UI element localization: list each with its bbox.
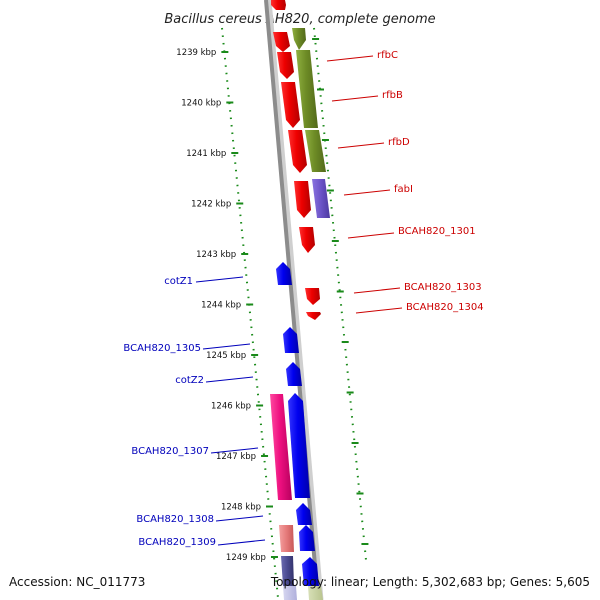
ticks-group: 1239 kbp 1240 kbp 1241 kbp 1242 kbp 1243 kbp… <box>176 38 369 563</box>
gene-arrow-red-7[interactable] <box>299 227 315 253</box>
label-line-cotZ1 <box>195 276 244 283</box>
label-line-BCAH820_1304 <box>355 307 403 314</box>
label-line-BCAH820_1301 <box>347 232 395 239</box>
gene-label-BCAH820_1307[interactable]: BCAH820_1307 <box>131 446 209 457</box>
genes-group <box>270 0 330 600</box>
gene-arrow-red-1[interactable] <box>271 0 286 10</box>
gene-arrow-red-6[interactable] <box>294 181 311 218</box>
gene-arrow-olive-1[interactable] <box>296 50 318 128</box>
gene-arrow-red-2[interactable] <box>273 32 290 52</box>
label-line-BCAH820_1308 <box>215 515 264 522</box>
gene-label-rfbB[interactable]: rfbB <box>382 90 403 101</box>
gene-arrow-navy[interactable] <box>281 556 294 586</box>
left-dotted-scale-line <box>221 27 279 599</box>
label-line-BCAH820_1305 <box>202 343 251 350</box>
gene-arrow-red-4[interactable] <box>281 82 300 128</box>
gene-arrow-red-8[interactable] <box>305 288 320 305</box>
map-title: Bacillus cereus AH820, complete genome <box>164 12 435 27</box>
gene-arrow-olive-2[interactable] <box>305 130 326 172</box>
tick-label: 1245 kbp <box>206 351 246 361</box>
tick-label: 1249 kbp <box>226 553 266 563</box>
gene-label-BCAH820_1301[interactable]: BCAH820_1301 <box>398 226 476 237</box>
label-line-rfbC <box>326 55 374 62</box>
gene-arrow-blue-3[interactable] <box>286 362 302 386</box>
gene-label-BCAH820_1309[interactable]: BCAH820_1309 <box>138 537 216 548</box>
gene-label-cotZ2[interactable]: cotZ2 <box>175 375 204 386</box>
gene-arrow-blue-6[interactable] <box>299 525 315 551</box>
dotted-scale-lines <box>221 27 367 599</box>
tick-label: 1243 kbp <box>196 250 236 260</box>
gene-label-lines <box>195 55 403 546</box>
gene-label-fabI[interactable]: fabI <box>394 184 413 195</box>
tick-label: 1244 kbp <box>201 301 241 311</box>
right-dotted-scale-line <box>313 27 367 561</box>
gene-arrow-blue-1[interactable] <box>276 262 292 285</box>
gene-arrow-red-5[interactable] <box>288 130 307 173</box>
gene-label-rfbC[interactable]: rfbC <box>377 50 398 61</box>
gene-label-BCAH820_1304[interactable]: BCAH820_1304 <box>406 302 484 313</box>
gene-arrow-blue-5[interactable] <box>296 503 312 525</box>
tick-label: 1239 kbp <box>176 48 216 58</box>
gene-arrow-purple-1[interactable] <box>312 179 330 218</box>
genome-summary-text: Topology: linear; Length: 5,302,683 bp; … <box>270 575 590 589</box>
tick-label: 1247 kbp <box>216 452 256 462</box>
label-line-BCAH820_1303 <box>353 287 401 294</box>
gene-arrow-salmon[interactable] <box>279 525 294 552</box>
tick-label: 1241 kbp <box>186 149 226 159</box>
backbone <box>264 0 324 600</box>
gene-labels: rfbC rfbB rfbD fabI BCAH820_1301 BCAH820… <box>123 50 483 548</box>
gene-label-BCAH820_1305[interactable]: BCAH820_1305 <box>123 343 201 354</box>
accession-text: Accession: NC_011773 <box>9 575 145 589</box>
gene-arrow-red-9[interactable] <box>306 312 321 320</box>
gene-label-rfbD[interactable]: rfbD <box>388 137 410 148</box>
gene-arrow-pale-lavender[interactable] <box>283 586 297 600</box>
gene-label-BCAH820_1308[interactable]: BCAH820_1308 <box>136 514 214 525</box>
gene-arrow-blue-2[interactable] <box>283 327 299 353</box>
gene-arrow-blue-7[interactable] <box>302 557 319 586</box>
tick-label: 1248 kbp <box>221 503 261 513</box>
tick-label: 1246 kbp <box>211 402 251 412</box>
label-line-rfbD <box>337 142 385 149</box>
gene-arrow-blue-4[interactable] <box>288 393 310 498</box>
label-line-fabI <box>343 189 391 196</box>
gene-arrow-pale-olive[interactable] <box>308 586 323 600</box>
backbone-line <box>264 0 320 600</box>
label-line-BCAH820_1307 <box>210 447 259 454</box>
label-line-BCAH820_1309 <box>217 539 266 546</box>
label-line-rfbB <box>331 95 379 102</box>
gene-arrow-red-3[interactable] <box>277 52 294 79</box>
tick-label: 1242 kbp <box>191 200 231 210</box>
gene-arrow-olive-0[interactable] <box>292 28 306 50</box>
gene-label-cotZ1[interactable]: cotZ1 <box>164 276 193 287</box>
gene-arrow-pink[interactable] <box>270 394 292 500</box>
gene-label-BCAH820_1303[interactable]: BCAH820_1303 <box>404 282 482 293</box>
label-line-cotZ2 <box>205 376 254 383</box>
tick-label: 1240 kbp <box>181 99 221 109</box>
